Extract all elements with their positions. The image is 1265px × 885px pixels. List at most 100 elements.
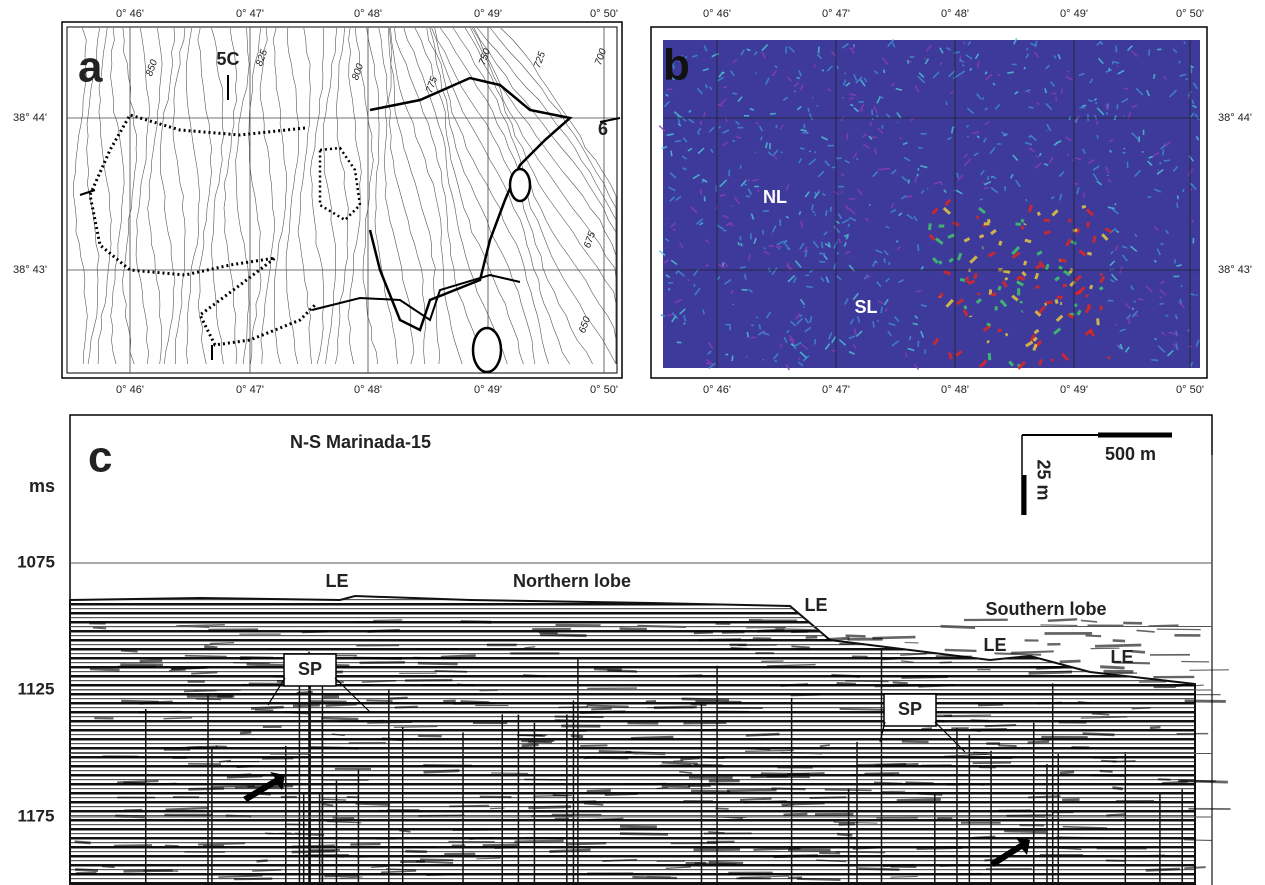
- relief-texture: [856, 158, 858, 159]
- relief-texture: [1046, 264, 1048, 270]
- relief-texture: [881, 307, 882, 314]
- seismic-texture: [394, 727, 437, 728]
- seismic-texture: [917, 847, 963, 848]
- relief-texture: [1188, 330, 1190, 331]
- seismic-texture: [449, 806, 488, 807]
- seismic-texture: [435, 671, 468, 672]
- seismic-texture: [461, 622, 492, 623]
- relief-texture: [700, 189, 701, 195]
- relief-texture: [1038, 212, 1039, 215]
- seismic-texture: [90, 669, 120, 670]
- relief-texture: [1184, 41, 1185, 43]
- relief-texture: [906, 196, 913, 197]
- annotation: SP: [898, 699, 922, 719]
- relief-texture: [917, 174, 918, 176]
- relief-texture: [1046, 302, 1053, 303]
- relief-texture: [1025, 240, 1031, 242]
- relief-texture: [896, 241, 898, 242]
- seismic-texture: [1028, 796, 1060, 797]
- relief-texture: [1006, 278, 1007, 280]
- seismic-texture: [191, 672, 217, 673]
- relief-texture: [794, 91, 795, 92]
- seismic-texture: [1011, 651, 1054, 652]
- seismic-texture: [677, 675, 702, 676]
- relief-texture: [764, 248, 765, 249]
- seismic-texture: [1146, 869, 1180, 870]
- seismic-texture: [746, 734, 780, 735]
- relief-texture: [763, 230, 764, 234]
- relief-texture: [1022, 226, 1023, 229]
- seismic-texture: [973, 837, 995, 838]
- seismic-texture: [326, 704, 357, 705]
- relief-texture: [841, 174, 844, 175]
- relief-texture: [968, 136, 969, 137]
- x-tick-label: 0° 50': [590, 384, 618, 396]
- seismic-texture: [418, 663, 458, 664]
- x-tick-label: 0° 46': [116, 384, 144, 396]
- relief-texture: [771, 233, 772, 234]
- seismic-texture: [405, 851, 427, 852]
- x-tick-label: 0° 49': [1060, 8, 1088, 20]
- relief-texture: [804, 124, 805, 128]
- relief-texture: [997, 75, 1000, 76]
- seismic-texture: [837, 683, 856, 684]
- relief-texture: [884, 70, 885, 73]
- seismic-texture: [427, 874, 459, 875]
- seismic-texture: [293, 705, 320, 706]
- seismic-texture: [284, 712, 310, 713]
- relief-texture: [1116, 46, 1117, 53]
- seismic-texture: [837, 834, 852, 835]
- seismic-texture: [121, 650, 138, 651]
- seismic-texture: [469, 838, 493, 839]
- seismic-texture: [171, 668, 207, 669]
- relief-texture: [671, 151, 672, 157]
- seismic-texture: [698, 640, 741, 641]
- relief-texture: [826, 210, 827, 216]
- relief-texture: [1090, 285, 1091, 289]
- relief-texture: [1181, 285, 1182, 286]
- seismic-texture: [587, 791, 611, 792]
- relief-texture: [812, 212, 815, 213]
- relief-texture: [1097, 135, 1098, 139]
- relief-texture: [720, 195, 726, 196]
- panel-label: b: [663, 41, 690, 90]
- seismic-texture: [682, 699, 729, 700]
- seismic-texture: [514, 841, 563, 842]
- relief-texture: [746, 356, 748, 357]
- seismic-texture: [580, 745, 607, 746]
- relief-texture: [751, 325, 753, 326]
- x-tick-label: 0° 46': [703, 8, 731, 20]
- relief-texture: [832, 350, 836, 351]
- axis-unit: ms: [29, 476, 55, 496]
- relief-texture: [1151, 360, 1158, 361]
- seismic-texture: [1100, 667, 1124, 668]
- relief-texture: [822, 242, 823, 248]
- seismic-texture: [998, 745, 1016, 746]
- relief-texture: [1117, 66, 1118, 67]
- seismic-texture: [1006, 815, 1051, 816]
- relief-texture: [965, 306, 966, 309]
- seismic-texture: [970, 720, 989, 721]
- x-tick-label: 0° 49': [474, 384, 502, 396]
- seismic-texture: [1184, 867, 1205, 868]
- figure: 0° 46'0° 46'0° 47'0° 47'0° 48'0° 48'0° 4…: [0, 0, 1265, 885]
- x-tick-label: 0° 47': [236, 384, 264, 396]
- seismic-texture: [774, 856, 818, 857]
- seismic-texture: [461, 701, 490, 702]
- y-tick-label: 38° 44': [13, 112, 47, 124]
- mound: [473, 328, 501, 372]
- relief-texture: [1068, 154, 1069, 156]
- relief-texture: [1082, 206, 1086, 207]
- annotation: Northern lobe: [513, 571, 631, 591]
- relief-texture: [1100, 288, 1103, 290]
- relief-texture: [1087, 295, 1088, 298]
- relief-texture: [812, 204, 813, 210]
- relief-texture: [884, 169, 890, 170]
- seismic-texture: [1060, 772, 1074, 773]
- seismic-texture: [324, 876, 358, 877]
- relief-texture: [909, 61, 911, 62]
- relief-texture: [1115, 324, 1117, 325]
- relief-texture: [1155, 339, 1157, 340]
- relief-texture: [908, 179, 909, 183]
- relief-texture: [991, 294, 996, 295]
